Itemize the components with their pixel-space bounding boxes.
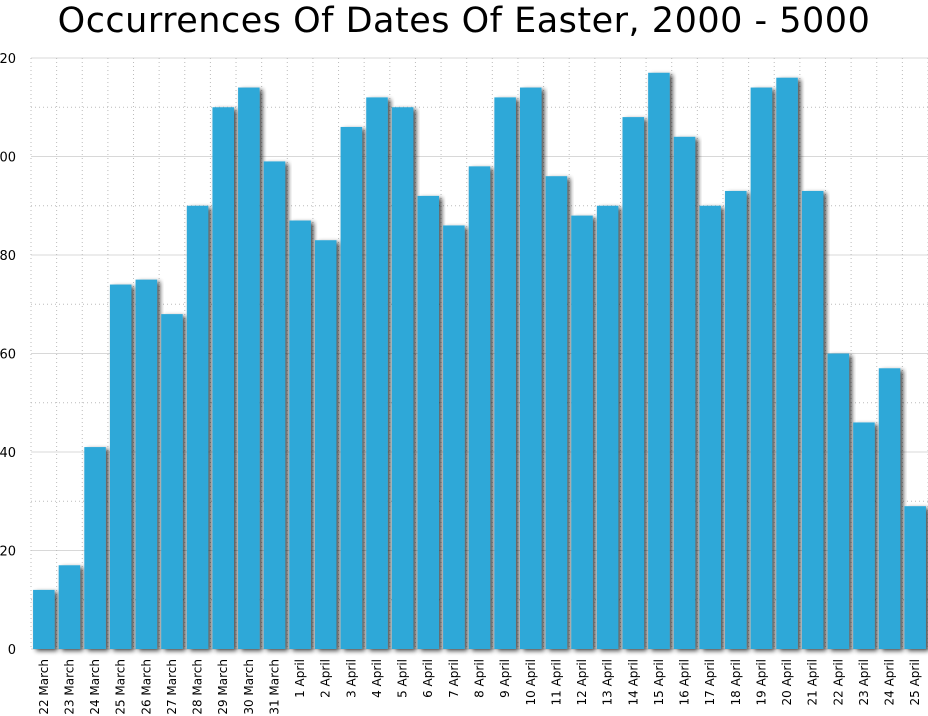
x-tick-label: 11 April bbox=[549, 659, 563, 706]
x-tick-label: 14 April bbox=[626, 659, 640, 706]
x-tick-label: 27 March bbox=[165, 659, 179, 715]
bar-7-april bbox=[443, 225, 465, 649]
bar-1-april bbox=[289, 220, 311, 649]
x-tick-label: 6 April bbox=[421, 659, 435, 698]
chart-title: Occurrences Of Dates Of Easter, 2000 - 5… bbox=[57, 1, 871, 41]
bar-10-april bbox=[519, 87, 542, 650]
bar-8-april bbox=[468, 166, 491, 649]
bar-25-march bbox=[109, 284, 132, 649]
y-tick-label: 0 bbox=[8, 643, 16, 658]
bar-2-april bbox=[314, 240, 337, 649]
x-tick-label: 8 April bbox=[473, 659, 487, 698]
y-tick-label: 40 bbox=[0, 446, 16, 461]
y-tick-label: 80 bbox=[0, 249, 16, 264]
x-tick-label: 23 March bbox=[62, 659, 76, 715]
bar-18-april bbox=[725, 190, 747, 649]
bar-22-march bbox=[33, 589, 55, 649]
y-tick-label: 60 bbox=[0, 348, 16, 363]
x-tick-label: 15 April bbox=[652, 659, 666, 706]
x-tick-label: 30 March bbox=[242, 659, 256, 715]
bar-5-april bbox=[391, 107, 414, 649]
x-tick-label: 21 April bbox=[806, 659, 820, 706]
bar-12-april bbox=[571, 215, 593, 649]
y-tick-label: 100 bbox=[0, 151, 16, 166]
x-tick-label: 19 April bbox=[754, 659, 768, 706]
x-tick-label: 24 March bbox=[88, 659, 102, 715]
x-tick-label: 10 April bbox=[524, 659, 538, 706]
bar-23-april bbox=[853, 422, 875, 649]
x-tick-label: 18 April bbox=[729, 659, 743, 706]
x-tick-label: 22 April bbox=[831, 659, 845, 706]
bar-14-april bbox=[622, 117, 645, 650]
y-tick-label: 20 bbox=[0, 545, 16, 560]
bar-24-march bbox=[84, 447, 106, 649]
bar-16-april bbox=[673, 136, 696, 650]
y-tick-label: 120 bbox=[0, 52, 16, 67]
x-tick-label: 16 April bbox=[678, 659, 692, 706]
bar-17-april bbox=[699, 205, 721, 649]
x-tick-label: 20 April bbox=[780, 659, 794, 706]
x-tick-label: 26 March bbox=[139, 659, 153, 715]
bar-25-april bbox=[904, 506, 926, 649]
x-tick-label: 2 April bbox=[319, 659, 333, 698]
x-tick-label: 25 April bbox=[908, 659, 922, 706]
bar-19-april bbox=[750, 87, 773, 650]
x-tick-label: 23 April bbox=[857, 659, 871, 706]
bar-30-march bbox=[238, 87, 260, 650]
x-tick-label: 12 April bbox=[575, 659, 589, 706]
bar-26-march bbox=[135, 279, 158, 649]
bar-15-april bbox=[648, 72, 670, 649]
bar-13-april bbox=[596, 205, 619, 649]
bar-22-april bbox=[827, 353, 850, 649]
x-tick-label: 4 April bbox=[370, 659, 384, 698]
x-tick-label: 13 April bbox=[601, 659, 615, 706]
bar-31-march bbox=[263, 161, 286, 650]
x-tick-label: 24 April bbox=[883, 659, 897, 706]
bar-21-april bbox=[801, 190, 824, 649]
x-tick-label: 29 March bbox=[216, 659, 230, 715]
x-tick-label: 28 March bbox=[191, 659, 205, 715]
bar-23-march bbox=[58, 565, 81, 649]
bar-27-march bbox=[161, 314, 183, 649]
bar-20-april bbox=[776, 77, 798, 649]
x-tick-label: 9 April bbox=[498, 659, 512, 698]
bar-29-march bbox=[212, 107, 234, 649]
x-tick-label: 3 April bbox=[344, 659, 358, 698]
x-tick-label: 7 April bbox=[447, 659, 461, 698]
x-tick-label: 5 April bbox=[396, 659, 410, 698]
x-tick-label: 1 April bbox=[293, 659, 307, 698]
x-tick-label: 25 March bbox=[114, 659, 128, 715]
bar-24-april bbox=[878, 368, 901, 649]
bar-28-march bbox=[186, 205, 209, 649]
x-tick-label: 31 March bbox=[267, 659, 281, 715]
x-tick-label: 17 April bbox=[703, 659, 717, 706]
bar-3-april bbox=[340, 126, 363, 649]
bar-6-april bbox=[417, 195, 440, 649]
bar-11-april bbox=[545, 176, 568, 649]
bar-4-april bbox=[366, 97, 388, 649]
bar-9-april bbox=[494, 97, 516, 649]
x-tick-label: 22 March bbox=[37, 659, 51, 715]
